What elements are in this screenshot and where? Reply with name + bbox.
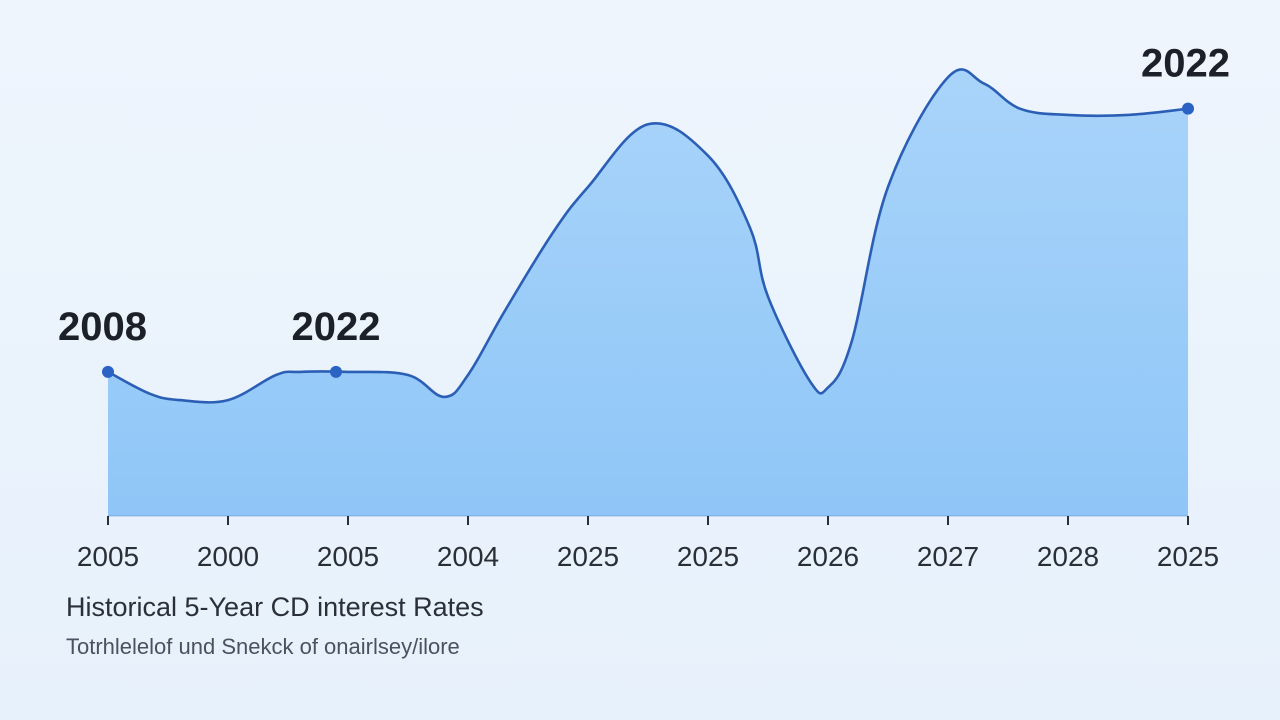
x-tick-label: 2026 [797,541,859,572]
annotation-marker [330,365,342,378]
x-tick-label: 2005 [77,541,139,572]
annotation-label: 2022 [1141,42,1230,86]
series-area-fill [108,69,1188,516]
chart-title: Historical 5-Year CD interest Rates [66,592,484,622]
chart-subtitle: Totrhlelelof und Snekck of onairlsey/ilo… [66,634,460,659]
x-tick-label: 2025 [1157,541,1219,572]
x-tick-label: 2025 [677,541,739,572]
annotation-marker [102,365,114,378]
area-chart: 2005 2000 2005 2004 2025 2025 2026 2027 2028 2025… [58,42,1230,572]
x-tick-label: 2025 [557,541,619,572]
annotation-label: 2008 [58,305,147,349]
x-tick-label: 2027 [917,541,979,572]
x-tick-label: 2028 [1037,541,1099,572]
annotation-marker [1182,102,1194,115]
series-line [107,68,1189,404]
x-tick-label: 2004 [437,541,499,572]
x-tick-label: 2000 [197,541,259,572]
x-tick-label: 2005 [317,541,379,572]
annotation-label: 2022 [292,305,381,349]
